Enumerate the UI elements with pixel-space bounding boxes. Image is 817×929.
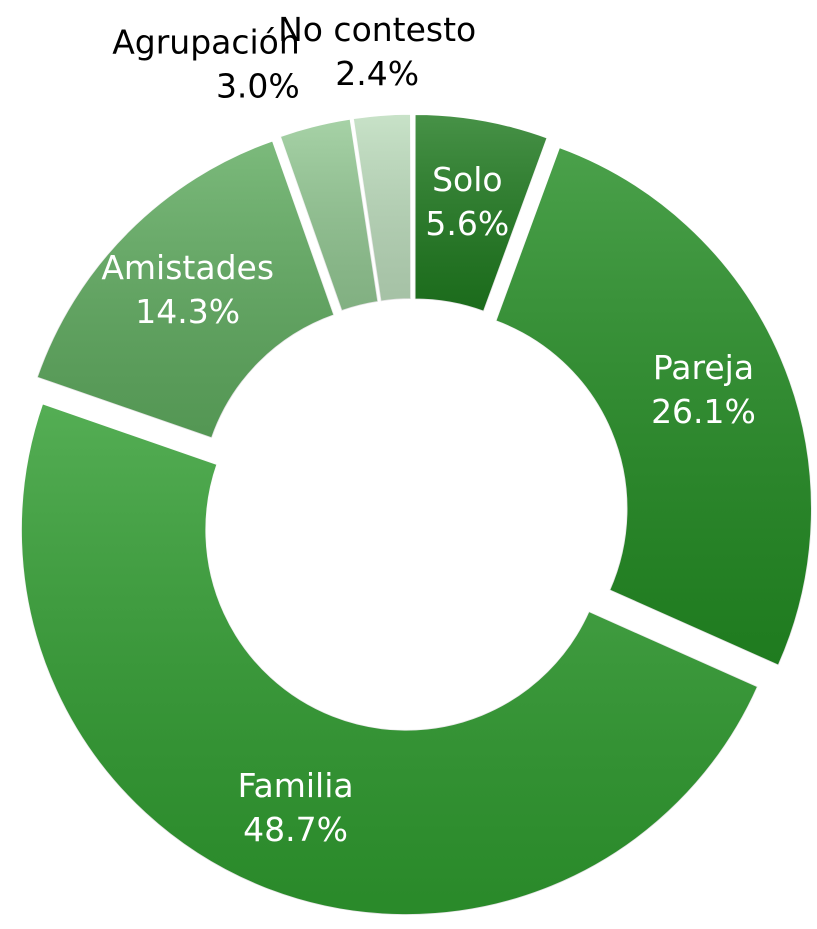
slice-group	[352, 113, 412, 303]
slice-shade	[495, 147, 812, 666]
slice-label: Familia	[238, 766, 354, 805]
slice-value-label: 48.7%	[243, 810, 348, 849]
slice-shade	[36, 140, 335, 439]
slice-label: Amistades	[101, 248, 274, 287]
slice-label: No contesto	[278, 10, 476, 49]
slice-group	[494, 146, 813, 667]
slice-value-label: 2.4%	[335, 54, 419, 93]
slice-value-label: 3.0%	[216, 66, 300, 105]
slice-group	[279, 117, 379, 312]
slice-group	[414, 113, 549, 313]
slice-group	[20, 402, 759, 916]
slice-value-label: 26.1%	[651, 392, 756, 431]
slice-group	[36, 139, 336, 440]
slice-shade	[280, 118, 379, 311]
slice-value-label: 14.3%	[135, 292, 240, 331]
slice-label: Solo	[432, 160, 503, 199]
slice-shade	[21, 403, 758, 915]
slice-value-label: 5.6%	[425, 204, 509, 243]
slice-label: Pareja	[653, 348, 754, 387]
slice-shade	[353, 114, 411, 302]
slice-label: Agrupación	[112, 22, 300, 61]
slice-shade	[414, 114, 548, 312]
